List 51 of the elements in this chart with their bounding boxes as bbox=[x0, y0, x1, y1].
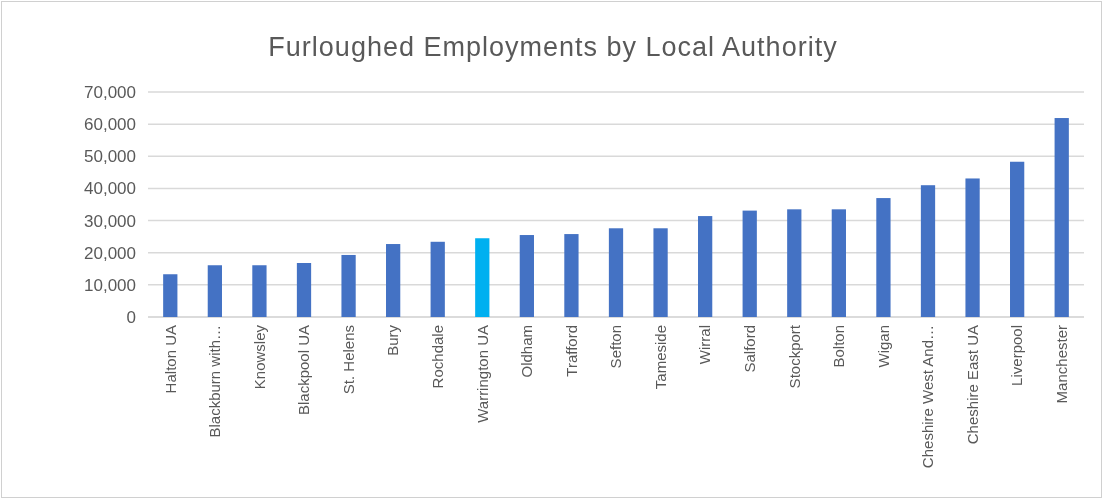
bar bbox=[742, 210, 757, 317]
x-tick-label: Halton UA bbox=[161, 325, 179, 394]
x-tick-label: Oldham bbox=[518, 325, 536, 378]
x-tick-label: Wigan bbox=[874, 325, 892, 368]
bar bbox=[296, 263, 312, 317]
bar bbox=[564, 234, 579, 317]
x-tick-label: Trafford bbox=[562, 325, 580, 377]
x-tick-label: Rochdale bbox=[428, 325, 446, 389]
x-tick-label: Tameside bbox=[651, 325, 669, 390]
bar bbox=[1010, 161, 1025, 317]
bar bbox=[430, 241, 445, 317]
x-tick-label: Liverpool bbox=[1008, 325, 1026, 386]
bar bbox=[475, 238, 490, 317]
bar bbox=[787, 209, 802, 317]
bar bbox=[519, 235, 534, 317]
x-tick-label: Blackburn with… bbox=[206, 325, 224, 438]
bar bbox=[207, 265, 222, 317]
y-tick-label: 40,000 bbox=[84, 179, 136, 199]
x-tick-label: Knowsley bbox=[250, 324, 268, 390]
x-tick-label: Cheshire West And… bbox=[919, 325, 937, 469]
bar bbox=[876, 198, 891, 317]
bar bbox=[163, 274, 178, 317]
x-tick-label: Cheshire East UA bbox=[963, 325, 981, 445]
y-tick-label: 30,000 bbox=[84, 211, 136, 231]
y-tick-label: 50,000 bbox=[84, 147, 136, 167]
y-tick-label: 60,000 bbox=[84, 115, 136, 135]
x-tick-label: Bury bbox=[384, 324, 402, 356]
x-tick-label: Wirral bbox=[696, 325, 714, 365]
y-tick-label: 0 bbox=[126, 307, 136, 327]
bar bbox=[386, 244, 401, 317]
bar bbox=[252, 265, 267, 317]
bar bbox=[653, 228, 668, 317]
bar bbox=[1054, 118, 1069, 317]
y-tick-label: 20,000 bbox=[84, 243, 136, 263]
y-tick-label: 10,000 bbox=[84, 275, 136, 295]
x-tick-label: Salford bbox=[740, 325, 758, 373]
bar bbox=[965, 178, 980, 317]
x-tick-label: St. Helens bbox=[339, 325, 357, 395]
bar bbox=[920, 185, 936, 317]
x-tick-label: Manchester bbox=[1052, 325, 1070, 404]
x-tick-label: Bolton bbox=[830, 325, 848, 368]
bar bbox=[831, 209, 846, 317]
x-tick-label: Sefton bbox=[607, 325, 625, 369]
x-tick-label: Stockport bbox=[785, 324, 803, 389]
y-tick-label: 70,000 bbox=[84, 82, 136, 102]
bar bbox=[698, 216, 713, 317]
x-tick-label: Warrington UA bbox=[473, 325, 491, 423]
bar bbox=[608, 228, 624, 317]
x-tick-label: Blackpool UA bbox=[295, 325, 313, 416]
chart-title: Furloughed Employments by Local Authority bbox=[268, 32, 838, 62]
bar bbox=[341, 254, 356, 317]
